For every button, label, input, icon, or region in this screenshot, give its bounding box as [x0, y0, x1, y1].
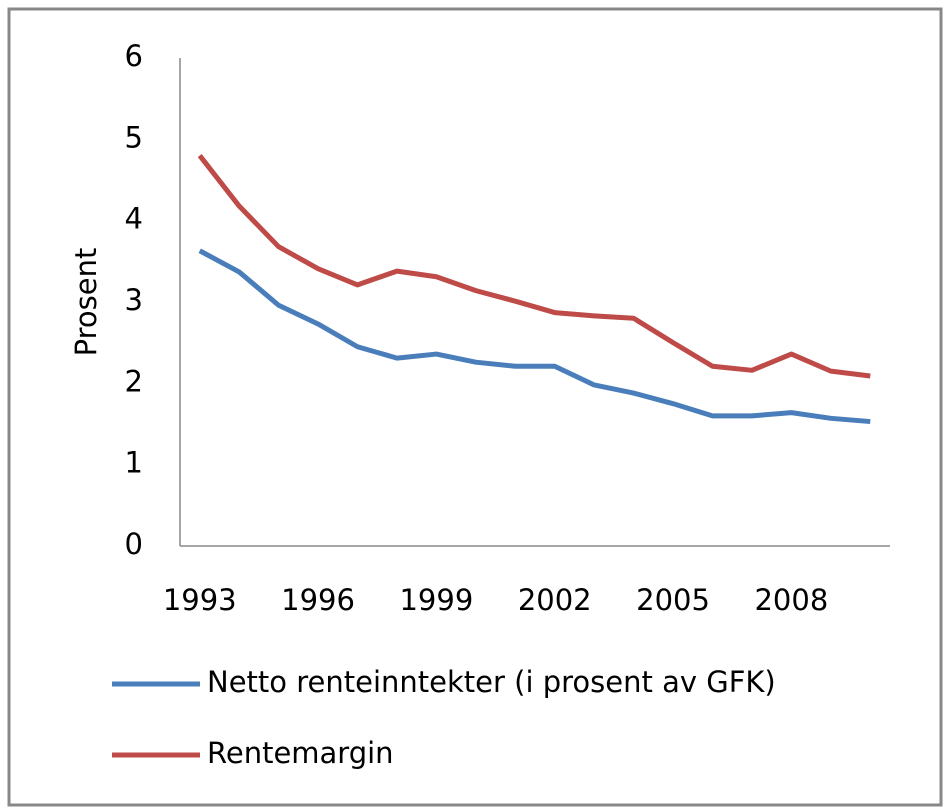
- series-line: [198, 248, 871, 425]
- x-tick-label: 1993: [163, 583, 237, 617]
- x-tick-label: 2008: [754, 583, 828, 617]
- y-tick-label: 3: [125, 283, 143, 317]
- y-tick-label: 4: [125, 202, 143, 236]
- series-line: [197, 154, 871, 379]
- legend-label: Netto renteinntekter (i prosent av GFK): [207, 665, 776, 699]
- x-tick-label: 2005: [636, 583, 710, 617]
- y-axis-label: Prosent: [69, 248, 103, 357]
- y-tick-label: 5: [125, 120, 143, 154]
- frame: [7, 7, 943, 807]
- x-tick-label: 1999: [399, 583, 473, 617]
- legend-label: Rentemargin: [207, 736, 394, 770]
- y-tick-label: 1: [125, 446, 143, 480]
- x-tick-label: 1996: [281, 583, 355, 617]
- y-tick-label: 0: [125, 527, 143, 561]
- x-tick-label: 2002: [518, 583, 592, 617]
- y-tick-label: 2: [125, 364, 143, 398]
- y-tick-label: 6: [125, 39, 143, 73]
